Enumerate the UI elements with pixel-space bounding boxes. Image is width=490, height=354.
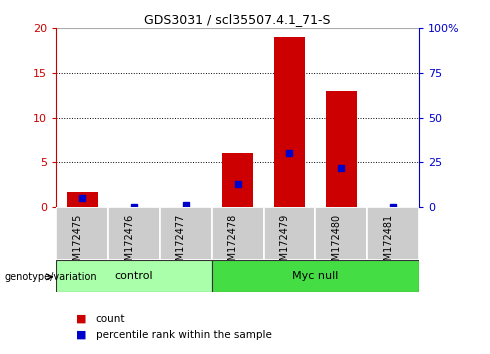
Text: GSM172475: GSM172475 [72,213,82,273]
Bar [222,153,253,207]
Bar [274,37,305,207]
Text: GSM172480: GSM172480 [331,213,341,273]
Text: ■: ■ [76,314,86,324]
Text: count: count [96,314,125,324]
Bar [67,192,98,207]
Bar [56,260,212,292]
Text: control: control [115,271,153,281]
Text: percentile rank within the sample: percentile rank within the sample [96,330,271,339]
Text: GSM172478: GSM172478 [228,213,238,273]
Bar [212,260,419,292]
Text: GSM172476: GSM172476 [124,213,134,273]
Text: GSM172481: GSM172481 [383,213,393,273]
Bar [367,207,419,260]
Text: GSM172477: GSM172477 [176,213,186,273]
Bar [326,91,357,207]
Text: ■: ■ [76,330,86,339]
Bar [212,207,264,260]
Bar [264,207,316,260]
Text: GSM172479: GSM172479 [279,213,290,273]
Text: Myc null: Myc null [292,271,339,281]
Bar [316,207,367,260]
Bar [56,207,108,260]
Bar [108,207,160,260]
Bar [160,207,212,260]
Title: GDS3031 / scl35507.4.1_71-S: GDS3031 / scl35507.4.1_71-S [145,13,331,26]
Text: genotype/variation: genotype/variation [5,272,98,282]
